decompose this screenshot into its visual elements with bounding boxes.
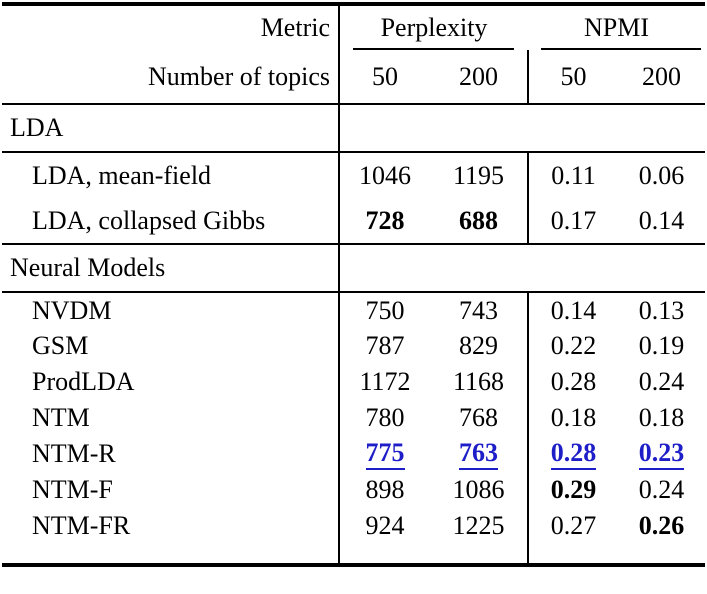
section-header-neural-models: Neural Models (2, 244, 706, 292)
npmi-group-label: NPMI (584, 13, 650, 42)
model-name: NTM-FR (32, 511, 131, 540)
model-name: NVDM (32, 295, 112, 325)
perplexity-200-value: 768 (459, 403, 498, 432)
table-row-ntm-f: NTM-F 898 1086 0.29 0.24 (2, 472, 705, 508)
model-name: NTM (32, 403, 90, 432)
npmi-50-value: 0.22 (527, 328, 618, 364)
npmi-200-value: 0.14 (638, 205, 685, 235)
perplexity-50-value: 924 (338, 508, 430, 544)
model-name: NTM-R (32, 439, 116, 468)
npmi-50-value: 0.28 (527, 436, 618, 472)
group-header-perplexity: Perplexity (338, 4, 528, 50)
npmi-200-value: 0.18 (638, 403, 685, 432)
metric-header-label: Metric (260, 13, 330, 42)
perplexity-50-value: 750 (338, 292, 430, 328)
npmi-200-value: 0.19 (638, 331, 685, 360)
table-row-ntm-fr: NTM-FR 924 1225 0.27 0.26 (2, 508, 705, 544)
npmi-200-value: 0.06 (638, 160, 685, 190)
npmi-50-value: 0.14 (527, 292, 618, 328)
npmi-50-value: 0.28 (527, 364, 618, 400)
npmi-50-value: 0.18 (527, 400, 618, 436)
col-header-perplexity-200: 200 (459, 61, 498, 91)
perplexity-50-value: 787 (338, 328, 430, 364)
header-metric-row: Metric Perplexity NPMI (2, 4, 705, 50)
npmi-50-value: 0.27 (527, 508, 618, 544)
perplexity-cmidrule (353, 48, 514, 50)
table-row-gsm: GSM 787 829 0.22 0.19 (2, 328, 705, 364)
table-row-ntm: NTM 780 768 0.18 0.18 (2, 400, 705, 436)
perplexity-50-value: 780 (338, 400, 430, 436)
npmi-cmidrule (541, 48, 702, 50)
perplexity-200-value: 1086 (452, 475, 505, 504)
perplexity-200-value: 1225 (452, 511, 505, 540)
neural-section-label: Neural Models (10, 253, 166, 282)
npmi-50-value: 0.29 (527, 472, 618, 508)
model-name: NTM-F (32, 475, 113, 504)
model-name: LDA, mean-field (32, 160, 212, 190)
table-row-lda-mean-field: LDA, mean-field 1046 1195 0.11 0.06 (2, 152, 705, 198)
npmi-200-value: 0.23 (618, 436, 705, 472)
model-name: ProdLDA (32, 367, 135, 396)
perplexity-200-value: 1195 (452, 160, 505, 190)
npmi-50-value: 0.11 (527, 152, 618, 198)
npmi-200-value: 0.24 (638, 367, 685, 396)
bottom-spacer-row (2, 544, 706, 565)
perplexity-200-value: 1168 (452, 367, 505, 396)
perplexity-50-value: 1046 (338, 152, 430, 198)
col-header-npmi-200: 200 (642, 61, 681, 91)
col-header-perplexity-50: 50 (338, 50, 430, 104)
model-name: LDA, collapsed Gibbs (32, 205, 266, 235)
header-topics-row: Number of topics 50 200 50 200 (2, 50, 706, 104)
npmi-200-value: 0.26 (638, 511, 685, 540)
table-row-lda-collapsed-gibbs: LDA, collapsed Gibbs 728 688 0.17 0.14 (2, 198, 706, 244)
table-row-nvdm: NVDM 750 743 0.14 0.13 (2, 292, 705, 328)
group-header-npmi: NPMI (528, 4, 705, 50)
lda-section-label: LDA (10, 113, 64, 142)
npmi-200-value: 0.13 (638, 295, 685, 325)
col-header-npmi-50: 50 (527, 50, 618, 104)
perplexity-200-value: 763 (430, 436, 528, 472)
perplexity-group-label: Perplexity (380, 13, 488, 42)
perplexity-200-value: 688 (459, 205, 498, 235)
table-row-prodlda: ProdLDA 1172 1168 0.28 0.24 (2, 364, 705, 400)
topics-header-label: Number of topics (148, 61, 330, 91)
perplexity-50-value: 898 (338, 472, 430, 508)
perplexity-50-value: 1172 (338, 364, 430, 400)
perplexity-50-value: 775 (338, 436, 430, 472)
perplexity-200-value: 829 (459, 331, 498, 360)
perplexity-50-value: 728 (338, 198, 430, 244)
npmi-200-value: 0.24 (638, 475, 685, 504)
section-header-lda: LDA (2, 104, 706, 152)
model-results-table: Metric Perplexity NPMI Number of topics … (2, 2, 706, 567)
npmi-50-value: 0.17 (527, 198, 618, 244)
table-row-ntm-r: NTM-R 775 763 0.28 0.23 (2, 436, 705, 472)
model-name: GSM (32, 331, 89, 360)
perplexity-200-value: 743 (459, 295, 498, 325)
